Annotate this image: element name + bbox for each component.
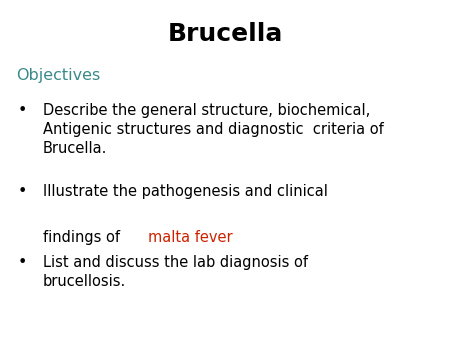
Text: malta fever: malta fever — [148, 230, 233, 245]
Text: findings of: findings of — [43, 230, 124, 245]
Text: Objectives: Objectives — [16, 68, 100, 82]
Text: List and discuss the lab diagnosis of
brucellosis.: List and discuss the lab diagnosis of br… — [43, 255, 308, 289]
Text: •: • — [18, 184, 27, 199]
Text: Brucella: Brucella — [167, 22, 283, 46]
Text: Illustrate the pathogenesis and clinical: Illustrate the pathogenesis and clinical — [43, 184, 328, 199]
Text: Describe the general structure, biochemical,
Antigenic structures and diagnostic: Describe the general structure, biochemi… — [43, 103, 383, 156]
Text: •: • — [18, 103, 27, 118]
Text: •: • — [18, 255, 27, 270]
